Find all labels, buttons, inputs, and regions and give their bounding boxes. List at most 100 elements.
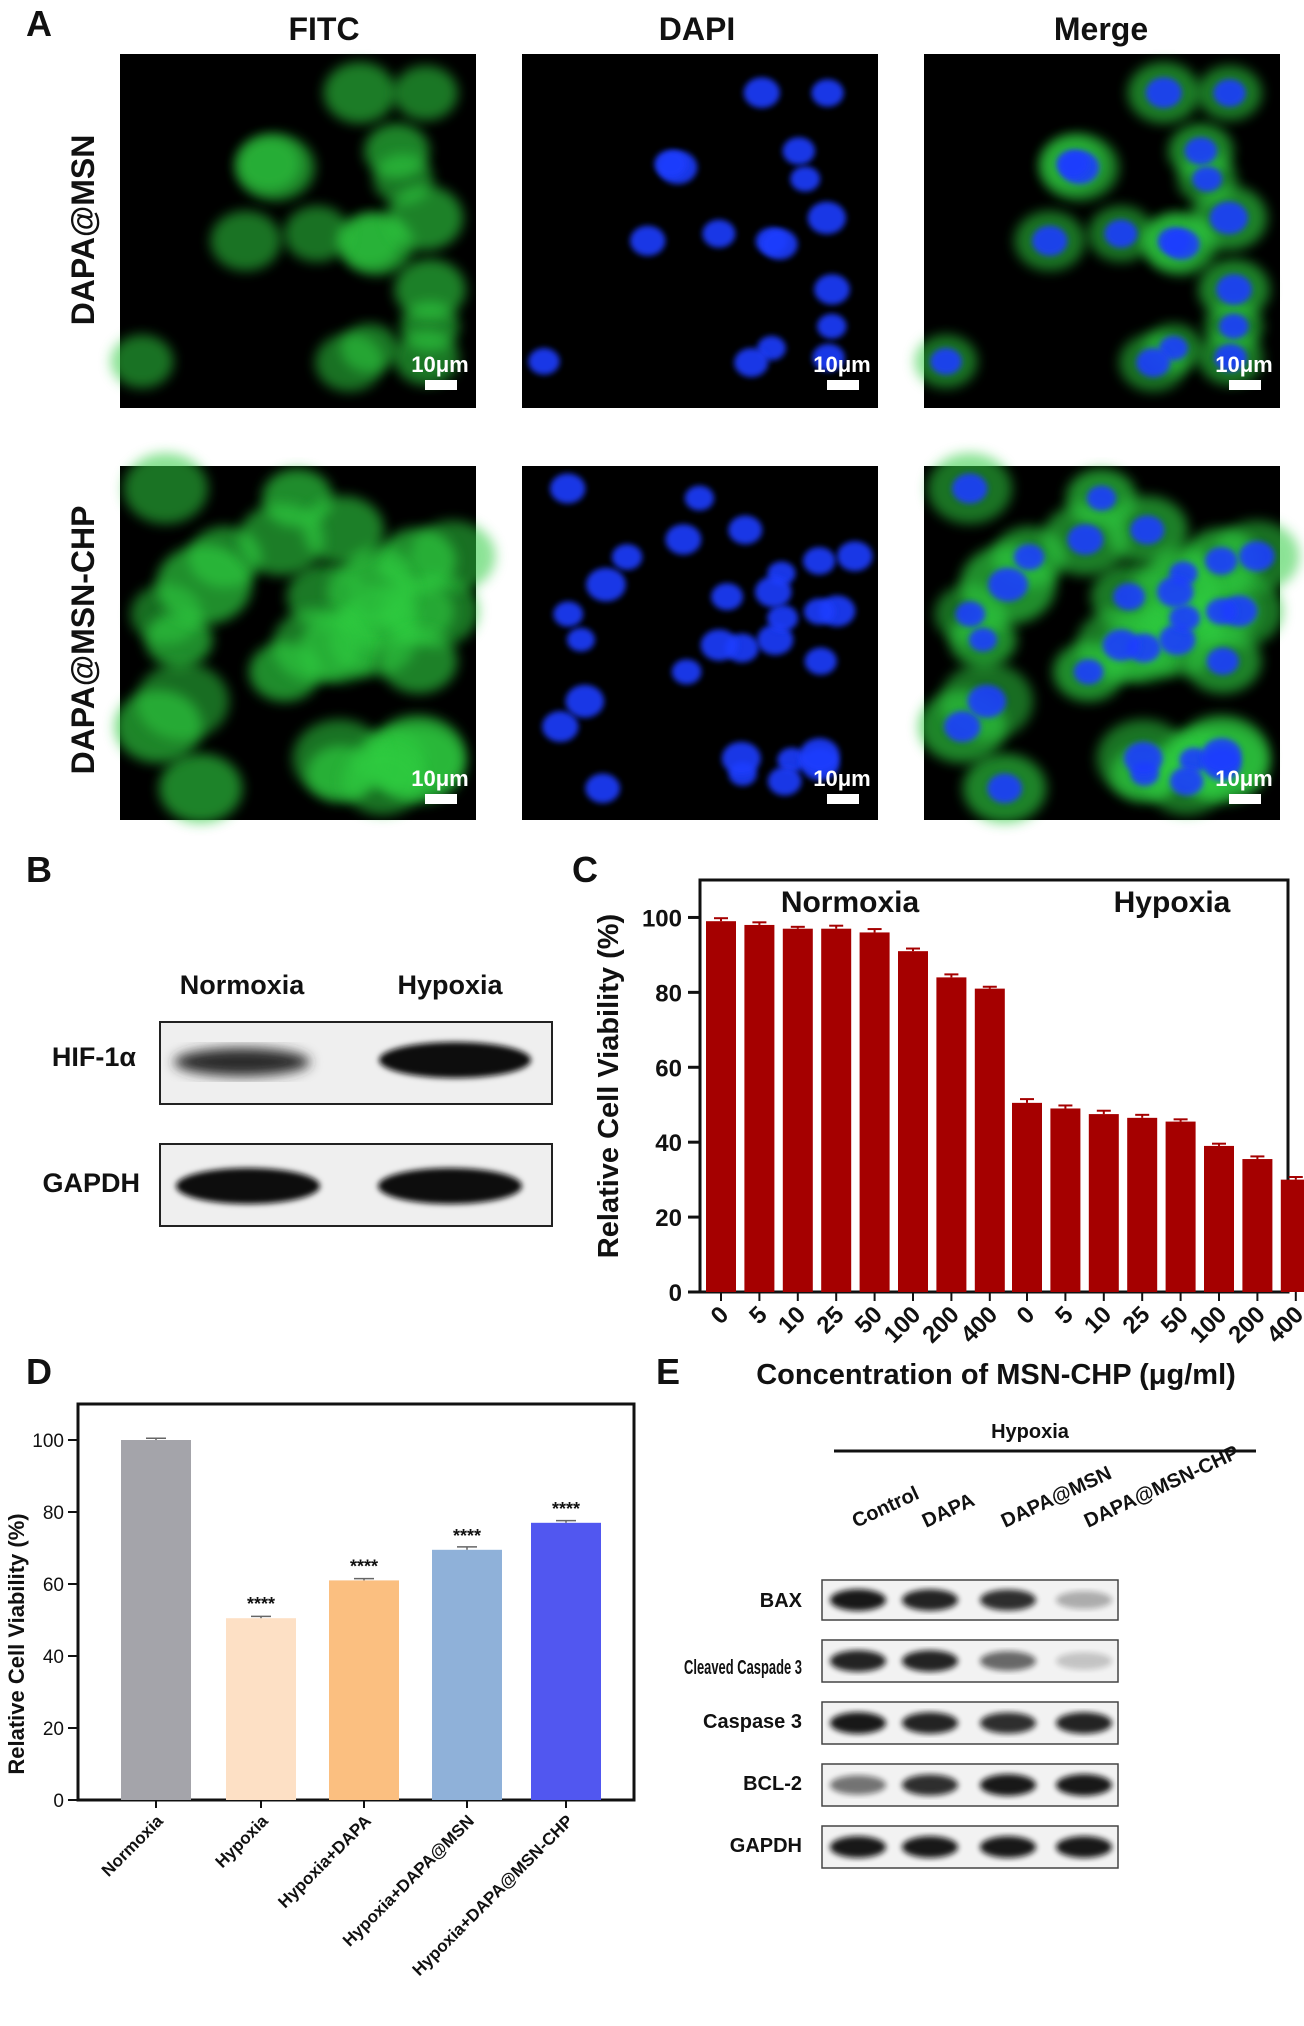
band-gapdh-hypoxia: [378, 1168, 522, 1204]
fitc-signal: [123, 453, 209, 524]
lane-label-dapa-msn-chp: DAPA@MSN-CHP: [1081, 1442, 1243, 1533]
d-significance-label: ****: [350, 1556, 378, 1576]
col-title-fitc: FITC: [288, 11, 359, 47]
fitc-signal: [283, 205, 350, 262]
dapi-nucleus: [807, 201, 847, 235]
dapi-nucleus: [988, 567, 1028, 602]
col-title-dapi: DAPI: [659, 11, 735, 47]
dapi-nucleus: [1169, 604, 1201, 632]
blot-band: [1056, 1774, 1112, 1796]
c-x-tick-label: 0: [706, 1301, 735, 1330]
protein-label-hif1a: HIF-1α: [52, 1042, 137, 1072]
d-x-tick-label: Hypoxia+DAPA@MSN-CHP: [409, 1811, 577, 1979]
protein-label-caspase3: Caspase 3: [703, 1711, 802, 1733]
dapi-nucleus: [802, 547, 836, 575]
dapi-nucleus: [1169, 766, 1204, 796]
c-x-tick-label: 400: [956, 1301, 1003, 1348]
c-bar: [1280, 1179, 1304, 1292]
blot-band: [902, 1712, 958, 1734]
dapi-nucleus: [1013, 544, 1045, 571]
c-y-tick-label: 0: [669, 1280, 682, 1307]
d-bar: [121, 1440, 191, 1800]
scale-label: 10μm: [813, 766, 871, 791]
d-y-tick-label: 100: [32, 1431, 64, 1452]
panel-label-e: E: [656, 1351, 680, 1392]
blot-band: [830, 1836, 886, 1858]
c-bar: [782, 928, 813, 1292]
fitc-signal: [238, 503, 325, 576]
dapi-nucleus: [767, 604, 799, 632]
dapi-nucleus: [803, 598, 835, 625]
dapi-nucleus: [1102, 629, 1140, 661]
blot-band: [830, 1650, 886, 1672]
dapi-nucleus: [671, 659, 702, 685]
band-hif1a-normoxia: [174, 1048, 310, 1076]
dapi-nucleus: [1239, 541, 1275, 572]
panel-label-a: A: [26, 3, 52, 44]
dapi-nucleus: [1163, 228, 1200, 260]
dapi-nucleus: [1179, 747, 1209, 773]
c-x-tick-label: 10: [1079, 1301, 1117, 1339]
c-x-tick-label: 25: [1117, 1301, 1155, 1339]
c-bar: [1012, 1102, 1042, 1292]
fitc-signal: [323, 61, 396, 124]
scale-bar: [1229, 380, 1261, 390]
fitc-signal: [380, 629, 458, 694]
c-bar: [1242, 1159, 1273, 1292]
d-y-tick-label: 80: [43, 1503, 64, 1524]
c-x-tick-label: 100: [879, 1301, 926, 1348]
c-x-tick-label: 0: [1012, 1301, 1041, 1330]
blot-band: [980, 1774, 1036, 1796]
dapi-nucleus: [1156, 576, 1194, 608]
scale-label: 10μm: [411, 352, 469, 377]
c-y-tick-label: 80: [655, 980, 682, 1007]
dapi-nucleus: [585, 773, 621, 804]
dapi-nucleus: [1184, 137, 1218, 165]
protein-label-bcl2: BCL-2: [743, 1773, 802, 1795]
c-y-axis: 0 20 40 60 80 100: [642, 905, 700, 1307]
dapi-nucleus: [586, 567, 626, 602]
fitc-signal: [145, 611, 213, 668]
blot-band: [902, 1836, 958, 1858]
blot-band: [830, 1589, 886, 1611]
dapi-nucleus: [790, 166, 821, 192]
row-label-dapa-msn: DAPA@MSN: [65, 135, 101, 326]
dapi-nucleus: [1056, 150, 1089, 178]
c-bar: [1050, 1108, 1081, 1292]
fitc-signal: [394, 329, 460, 386]
dapi-nucleus: [811, 79, 844, 107]
c-x-tick-label: 25: [811, 1301, 849, 1339]
region-label-normoxia: Normoxia: [781, 886, 920, 919]
d-x-tick-label: Hypoxia: [212, 1811, 273, 1872]
scale-label: 10μm: [813, 352, 871, 377]
c-bar: [1165, 1121, 1196, 1292]
dapi-nucleus: [817, 313, 847, 339]
scale-label: 10μm: [411, 766, 469, 791]
dapi-nucleus: [1032, 225, 1068, 256]
c-y-tick-label: 60: [655, 1055, 682, 1082]
d-bar: [226, 1618, 296, 1800]
dapi-nucleus: [812, 343, 845, 372]
scale-bar: [425, 380, 457, 390]
fitc-signal: [110, 334, 174, 389]
dapi-nucleus: [1201, 738, 1242, 772]
dapi-nucleus: [611, 544, 643, 571]
fitc-signal: [272, 608, 362, 683]
fitc-signal: [315, 333, 384, 392]
dapi-nucleus: [743, 77, 780, 109]
dapi-nucleus: [1104, 219, 1138, 248]
c-y-axis-title: Relative Cell Viability (%): [593, 914, 625, 1258]
c-x-axis-title: Concentration of MSN-CHP (μg/ml): [756, 1359, 1236, 1391]
dapi-nucleus: [754, 576, 792, 608]
blot-band: [902, 1589, 958, 1611]
c-x-tick-label: 400: [1262, 1301, 1304, 1348]
dapi-nucleus: [565, 684, 605, 718]
panel-b-western-blot: Normoxia Hypoxia HIF-1α GAPDH: [42, 970, 553, 1227]
dapi-nucleus: [804, 647, 837, 675]
dapi-nucleus: [542, 711, 579, 742]
blot-band: [980, 1589, 1036, 1611]
dapi-nucleus: [944, 711, 981, 742]
dapi-nucleus: [630, 225, 666, 256]
c-bar: [1127, 1117, 1158, 1292]
